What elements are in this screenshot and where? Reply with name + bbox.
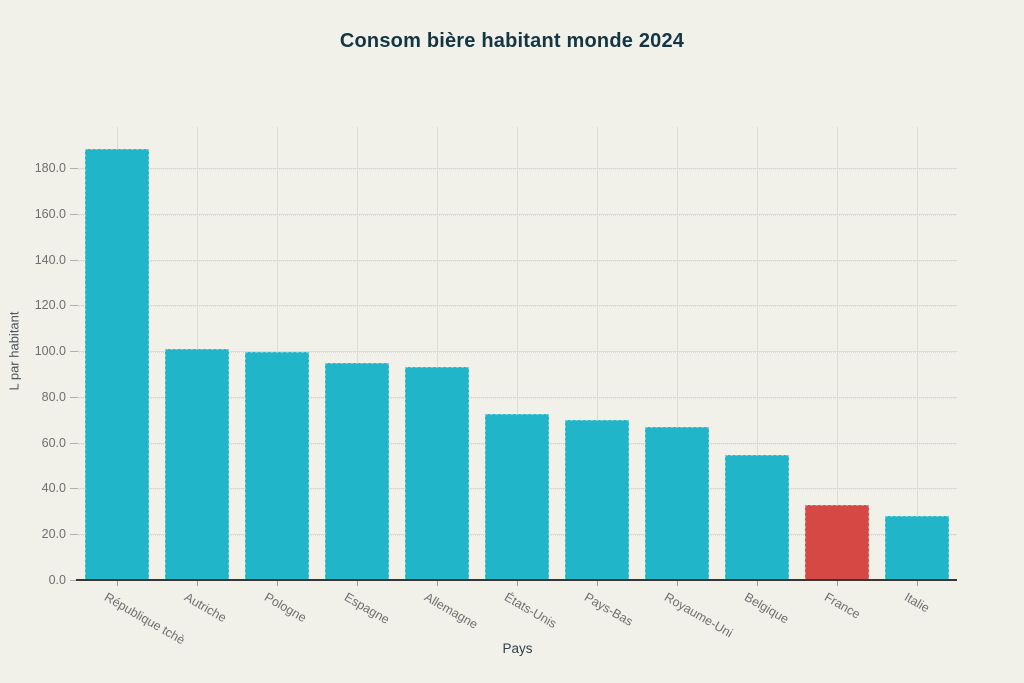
x-tick-label: Belgique (741, 590, 791, 627)
bar-royaume-uni (644, 426, 709, 580)
y-tick-mark (70, 396, 78, 398)
y-tick-label: 80.0 (41, 389, 66, 404)
y-tick-mark (70, 351, 78, 353)
x-tick-mark (676, 581, 678, 586)
v-gridline (436, 127, 438, 580)
v-gridline (836, 127, 838, 580)
bar-autriche (164, 348, 229, 580)
bar-espagne (324, 362, 389, 580)
y-tick-mark (70, 442, 78, 444)
x-tick-label: Espagne (341, 590, 392, 627)
y-tick-label: 180.0 (34, 161, 66, 176)
v-gridline (916, 127, 918, 580)
bar-pologne (244, 352, 309, 580)
x-tick-mark (436, 581, 438, 586)
x-tick-mark (596, 581, 598, 586)
y-tick-mark (70, 534, 78, 536)
x-tick-mark (836, 581, 838, 586)
x-tick-label: Royaume-Uni (661, 590, 735, 641)
bar-états-unis (484, 414, 549, 580)
x-tick-label: Autriche (181, 590, 229, 626)
y-tick-label: 20.0 (41, 527, 66, 542)
x-tick-mark (356, 581, 358, 586)
y-tick-label: 140.0 (34, 252, 66, 267)
x-tick-label: Allemagne (421, 590, 480, 632)
v-gridline (676, 127, 678, 580)
x-tick-mark (756, 581, 758, 586)
x-tick-mark (516, 581, 518, 586)
bar-italie (884, 515, 949, 580)
y-tick-label: 120.0 (34, 298, 66, 313)
x-tick-label: France (821, 590, 863, 622)
x-axis-title: Pays (502, 641, 533, 656)
v-gridline (756, 127, 758, 580)
x-tick-label: Pologne (261, 590, 309, 626)
x-tick-mark (196, 581, 198, 586)
v-gridline (356, 127, 358, 580)
x-tick-label: République tchè (101, 590, 187, 648)
v-gridline (516, 127, 518, 580)
y-tick-mark (70, 213, 78, 215)
y-tick-label: 40.0 (41, 481, 66, 496)
x-tick-label: Pays-Bas (581, 590, 636, 629)
x-tick-mark (276, 581, 278, 586)
y-tick-mark (70, 580, 78, 581)
y-tick-label: 100.0 (34, 344, 66, 359)
y-tick-mark (70, 305, 78, 307)
y-tick-label: 60.0 (41, 435, 66, 450)
y-tick-label: 160.0 (34, 206, 66, 221)
bar-pays-bas (564, 419, 629, 580)
chart-title: Consom bière habitant monde 2024 (339, 30, 685, 52)
bar-belgique (724, 455, 789, 580)
x-axis-line (76, 579, 957, 581)
y-tick-mark (70, 488, 78, 490)
y-tick-mark (70, 168, 78, 170)
bar-république-tchè (84, 148, 149, 580)
y-tick-mark (70, 259, 78, 261)
bar-allemagne (404, 367, 469, 580)
plot-area (78, 127, 957, 580)
x-tick-label: États-Unis (501, 590, 559, 631)
x-tick-mark (116, 581, 118, 586)
bar-france (804, 504, 869, 580)
x-tick-label: Italie (901, 590, 932, 616)
x-tick-mark (916, 581, 918, 586)
v-gridline (596, 127, 598, 580)
y-tick-label: 0.0 (48, 573, 66, 587)
